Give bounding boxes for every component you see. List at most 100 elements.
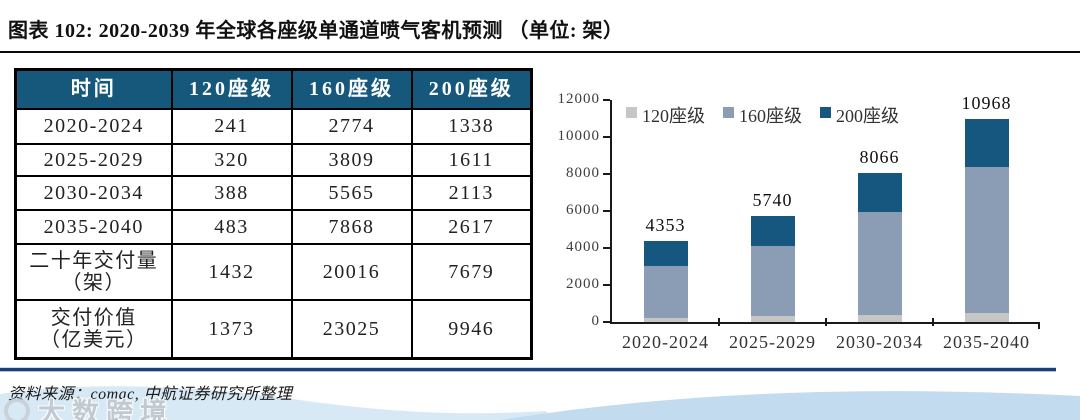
y-axis-label: 10000 xyxy=(557,128,600,144)
chart-legend: 120座级 160座级 200座级 xyxy=(626,102,899,128)
bar-segment-160座级 xyxy=(964,167,1009,314)
cell-value: 3809 xyxy=(290,143,413,177)
legend-label: 160座级 xyxy=(739,106,802,126)
cell-value: 9946 xyxy=(410,299,533,360)
table-header-row: 时间 120座级 160座级 200座级 xyxy=(14,68,533,110)
bar-segment-160座级 xyxy=(857,211,902,315)
bar-total-label: 5740 xyxy=(752,189,793,210)
source-note: 资料来源：comac, 中航证券研究所整理 xyxy=(8,386,293,403)
bar-segment-120座级 xyxy=(857,314,902,322)
bar-segment-160座级 xyxy=(750,245,795,317)
title-divider xyxy=(0,51,1080,53)
bar-segment-200座级 xyxy=(643,241,688,267)
cell-value: 7868 xyxy=(290,209,413,245)
cell-value: 320 xyxy=(170,143,293,177)
bar-segment-200座级 xyxy=(964,119,1009,168)
watermark-logo-icon xyxy=(4,397,30,420)
row-label: 2030-2034 xyxy=(14,175,173,211)
y-axis-tick xyxy=(603,99,610,101)
y-axis-line xyxy=(610,100,612,324)
bar-segment-160座级 xyxy=(643,266,688,318)
bar-total-label: 10968 xyxy=(961,93,1012,114)
y-axis-tick xyxy=(603,173,610,175)
cell-value: 1373 xyxy=(170,299,293,360)
legend-swatch-icon xyxy=(820,106,831,118)
y-axis-label: 2000 xyxy=(566,276,600,292)
bar-stack xyxy=(964,119,1009,322)
legend-label: 120座级 xyxy=(642,106,705,126)
table-row: 交付价值 （亿美元） 1373 23025 9946 xyxy=(14,299,533,360)
y-axis-label: 8000 xyxy=(566,165,600,181)
row-label: 2020-2024 xyxy=(14,108,173,145)
x-axis-label: 2030-2034 xyxy=(836,332,923,352)
legend-swatch-icon xyxy=(626,106,637,118)
forecast-table: 时间 120座级 160座级 200座级 2020-2024 241 2774 1338 20… xyxy=(14,68,533,360)
row-label: 2025-2029 xyxy=(14,143,173,177)
y-axis-label: 6000 xyxy=(566,202,600,218)
y-axis-tick xyxy=(603,321,610,323)
bar-stack xyxy=(643,241,688,322)
x-axis-tick xyxy=(718,318,720,326)
cell-value: 7679 xyxy=(410,243,533,301)
x-axis-label: 2025-2029 xyxy=(729,332,816,352)
wave-decoration xyxy=(0,386,1080,420)
cell-value: 1611 xyxy=(410,143,533,177)
y-axis-tick xyxy=(603,247,610,249)
y-axis-label: 4000 xyxy=(566,239,600,255)
watermark: 大数跨境 xyxy=(4,391,174,420)
bar-total-label: 8066 xyxy=(859,146,900,167)
column-header: 120座级 xyxy=(170,68,293,110)
legend-item: 160座级 xyxy=(723,102,802,128)
y-axis-tick xyxy=(603,284,610,286)
cell-value: 2113 xyxy=(410,175,533,211)
bar-segment-120座级 xyxy=(964,313,1009,322)
cell-value: 1338 xyxy=(410,108,533,145)
table-row: 2030-2034 388 5565 2113 xyxy=(14,175,533,211)
cell-value: 483 xyxy=(170,209,293,245)
x-axis-tick xyxy=(825,318,827,326)
bar-total-label: 4353 xyxy=(645,215,686,236)
table-row: 2025-2029 320 3809 1611 xyxy=(14,143,533,177)
bar-segment-120座级 xyxy=(643,317,688,322)
table-row: 二十年交付量 （架） 1432 20016 7679 xyxy=(14,243,533,301)
y-axis-label: 12000 xyxy=(557,91,600,107)
x-axis-end-tick xyxy=(1038,322,1040,329)
x-axis-label: 2035-2040 xyxy=(943,332,1030,352)
table-row: 2035-2040 483 7868 2617 xyxy=(14,209,533,245)
footer-divider xyxy=(0,368,1056,371)
legend-label: 200座级 xyxy=(836,106,899,126)
cell-value: 2617 xyxy=(410,209,533,245)
table-row: 2020-2024 241 2774 1338 xyxy=(14,108,533,145)
legend-item: 200座级 xyxy=(820,102,899,128)
bar-stack xyxy=(857,172,902,322)
x-axis-label: 2020-2024 xyxy=(622,332,709,352)
x-axis-tick xyxy=(932,318,934,326)
row-label: 2035-2040 xyxy=(14,209,173,245)
cell-value: 23025 xyxy=(290,299,413,360)
bar-segment-200座级 xyxy=(750,215,795,246)
y-axis-tick xyxy=(603,136,610,138)
cell-value: 2774 xyxy=(290,108,413,145)
bar-segment-200座级 xyxy=(857,172,902,212)
cell-value: 20016 xyxy=(290,243,413,301)
watermark-text: 大数跨境 xyxy=(38,398,174,420)
cell-value: 241 xyxy=(170,108,293,145)
y-axis-tick xyxy=(603,210,610,212)
table-body: 2020-2024 241 2774 1338 2025-2029 320 3809 1611… xyxy=(14,108,533,360)
column-header: 200座级 xyxy=(410,68,533,110)
legend-item: 120座级 xyxy=(626,102,705,128)
cell-value: 388 xyxy=(170,175,293,211)
row-label: 交付价值 （亿美元） xyxy=(14,299,173,360)
cell-value: 5565 xyxy=(290,175,413,211)
y-axis-label: 0 xyxy=(591,313,600,329)
bar-stack xyxy=(750,215,795,322)
page-title: 图表 102: 2020-2039 年全球各座级单通道喷气客机预测 （单位: 架… xyxy=(8,20,624,42)
bar-segment-120座级 xyxy=(750,316,795,322)
legend-swatch-icon xyxy=(723,106,734,118)
row-label: 二十年交付量 （架） xyxy=(14,243,173,301)
cell-value: 1432 xyxy=(170,243,293,301)
column-header: 时间 xyxy=(14,68,173,110)
column-header: 160座级 xyxy=(290,68,413,110)
